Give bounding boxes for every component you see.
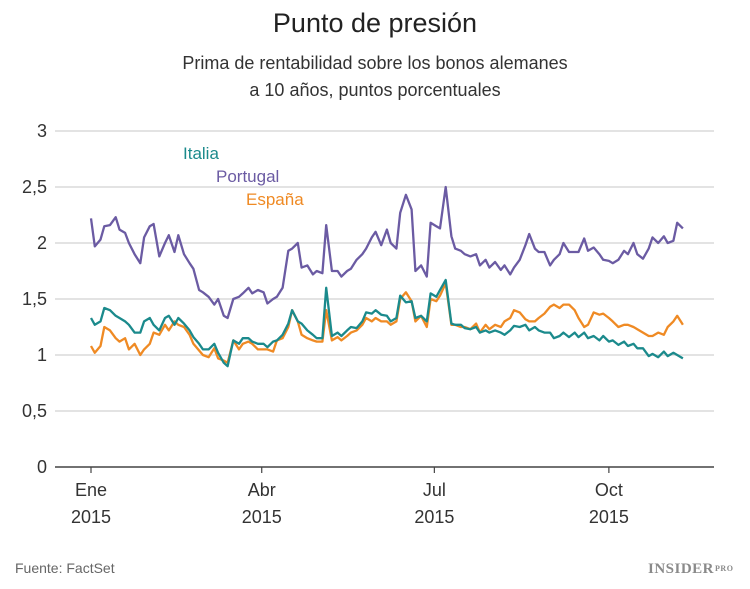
x-tick-month: Ene xyxy=(75,480,107,500)
series-line-portugal xyxy=(89,185,684,320)
insider-pro-logo: INSIDERPRO xyxy=(648,561,734,577)
chart-title: Punto de presión xyxy=(272,8,478,38)
y-tick-label: 3 xyxy=(37,121,47,141)
y-tick-label: 2,5 xyxy=(22,177,47,197)
series-line-españa xyxy=(89,282,684,364)
y-tick-label: 2 xyxy=(37,233,47,253)
chart-subtitle: Prima de rentabilidad sobre los bonos al… xyxy=(0,50,750,104)
subtitle-line-1: Prima de rentabilidad sobre los bonos al… xyxy=(182,53,568,73)
series-line-italia xyxy=(89,278,684,368)
source-note: Fuente: FactSet xyxy=(15,560,115,576)
x-tick-year: 2015 xyxy=(71,507,111,527)
series-label-portugal: Portugal xyxy=(216,167,279,186)
series-label-españa: España xyxy=(246,190,304,209)
x-tick-month: Jul xyxy=(423,480,446,500)
x-tick-month: Abr xyxy=(248,480,276,500)
x-tick-year: 2015 xyxy=(242,507,282,527)
y-tick-label: 0,5 xyxy=(22,401,47,421)
y-tick-label: 1,5 xyxy=(22,289,47,309)
y-tick-label: 0 xyxy=(37,457,47,477)
y-tick-label: 1 xyxy=(37,345,47,365)
x-tick-year: 2015 xyxy=(414,507,454,527)
subtitle-line-2: a 10 años, puntos porcentuales xyxy=(249,80,501,100)
x-tick-year: 2015 xyxy=(589,507,629,527)
x-tick-month: Oct xyxy=(595,480,623,500)
series-label-italia: Italia xyxy=(183,144,219,163)
